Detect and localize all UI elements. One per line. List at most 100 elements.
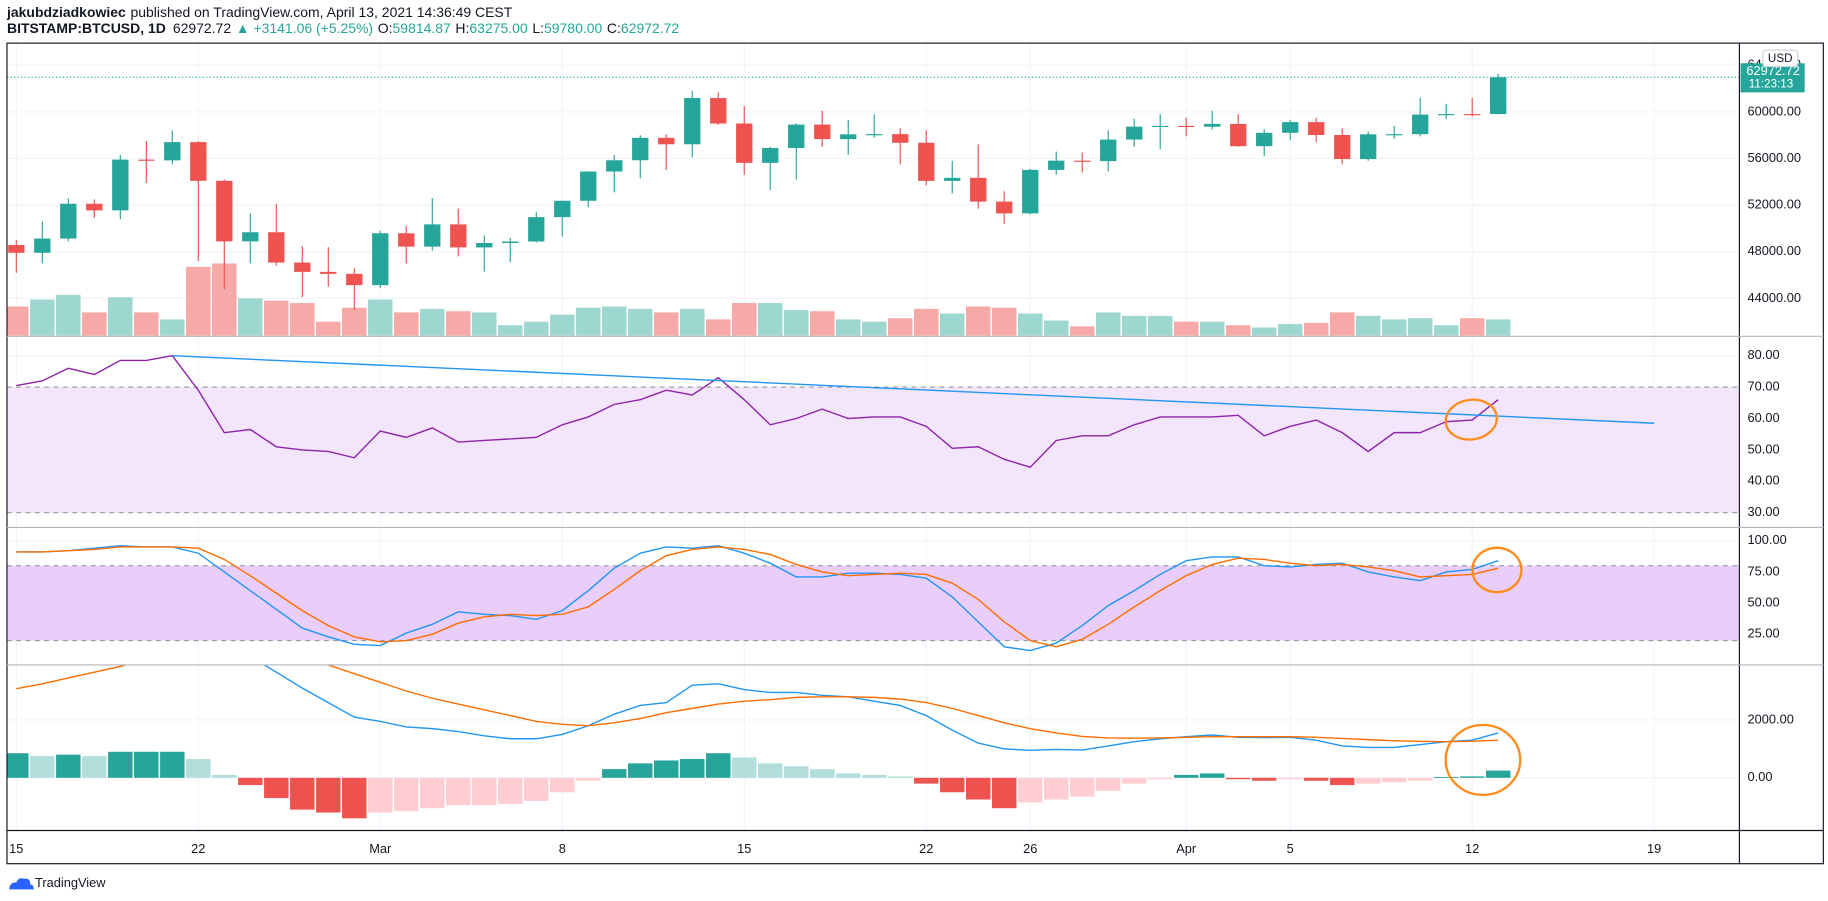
volume-bar xyxy=(1069,326,1095,336)
candle-body xyxy=(216,180,233,242)
macd-histogram-bar xyxy=(186,759,211,778)
volume-bar xyxy=(1147,315,1173,336)
x-tick-label: 19 xyxy=(1647,841,1661,856)
macd-histogram-bar xyxy=(524,777,549,801)
y-tick-label: 48000.00 xyxy=(1748,243,1801,258)
macd-histogram-bar xyxy=(212,774,237,778)
y-tick-label: 44000.00 xyxy=(1748,290,1801,305)
volume-bar xyxy=(498,325,523,336)
volume-bar xyxy=(862,321,887,336)
candle-body xyxy=(632,137,649,161)
candle-body xyxy=(424,224,441,247)
candle-body xyxy=(346,273,363,286)
macd-histogram-bar xyxy=(1095,777,1121,791)
macd-histogram-bar xyxy=(446,777,471,806)
macd-histogram-bar xyxy=(1173,774,1199,778)
volume-bar xyxy=(472,312,497,336)
volume-bar xyxy=(836,319,861,336)
x-tick-label: 12 xyxy=(1465,841,1479,856)
candle-body xyxy=(1386,134,1403,136)
candle-body xyxy=(502,241,519,244)
rsi-pane xyxy=(16,354,1655,468)
macd-histogram-bar xyxy=(888,776,913,778)
ohlc-label: L: xyxy=(532,20,544,36)
volume-bar xyxy=(732,303,757,336)
macd-histogram-bar xyxy=(706,753,731,778)
author: jakubdziadkowiec xyxy=(6,4,126,20)
volume-bar xyxy=(1329,312,1355,336)
macd-histogram-bar xyxy=(1407,777,1433,781)
volume-bar xyxy=(1017,313,1043,336)
candle-body xyxy=(1490,77,1507,115)
macd-histogram-bar xyxy=(1355,777,1381,784)
macd-histogram-bar xyxy=(264,777,289,799)
stoch-k-line xyxy=(16,545,1499,652)
volume-bar xyxy=(1277,324,1303,336)
candle-body xyxy=(450,224,467,248)
volume-bar xyxy=(939,313,965,336)
symbol: BITSTAMP:BTCUSD, 1D xyxy=(7,20,166,36)
last-price-badge xyxy=(1740,63,1805,93)
currency-label: USD xyxy=(1768,52,1793,65)
volume-bar xyxy=(1485,319,1511,336)
annotation-circle xyxy=(1471,546,1523,594)
macd-histogram-bar xyxy=(939,777,965,793)
volume-bar xyxy=(654,312,679,336)
candle-body xyxy=(164,142,181,161)
volume-bar xyxy=(1225,325,1251,336)
ohlc-value: 62972.72 xyxy=(621,20,679,36)
volume-bar xyxy=(420,308,445,336)
volume-bar xyxy=(6,306,29,336)
x-tick-label: 15 xyxy=(737,841,751,856)
macd-histogram-bar xyxy=(1381,777,1407,783)
y-tick-label: 80.00 xyxy=(1748,347,1780,362)
macd-histogram-bar xyxy=(1251,777,1277,781)
volume-bar xyxy=(1407,318,1433,336)
signal-line xyxy=(16,665,1499,743)
candle-body xyxy=(398,233,415,247)
countdown-label: 11:23:13 xyxy=(1749,77,1793,90)
x-tick-label: 5 xyxy=(1287,841,1294,856)
candle-body xyxy=(1464,114,1481,116)
macd-histogram-bar xyxy=(654,760,679,778)
macd-histogram-bar xyxy=(1043,777,1069,800)
stoch-d-line xyxy=(16,546,1499,648)
candle-body xyxy=(1022,169,1039,214)
volume-bar xyxy=(290,303,315,336)
volume-bar xyxy=(1251,327,1277,336)
volume-bar xyxy=(316,321,341,336)
macd-histogram-bar xyxy=(784,766,809,778)
volume-bar xyxy=(446,311,471,336)
volume-bar xyxy=(991,307,1017,336)
macd-histogram-bar xyxy=(1017,777,1043,803)
macd-histogram-bar xyxy=(1225,777,1251,780)
volume-bar xyxy=(550,314,575,336)
y-tick-label: 50.00 xyxy=(1748,441,1780,456)
candle-body xyxy=(554,200,571,218)
candle-body xyxy=(1100,139,1117,162)
volume-bar xyxy=(965,306,991,336)
volume-bar xyxy=(784,310,809,336)
macd-histogram-bar xyxy=(1147,777,1173,780)
macd-histogram-bar xyxy=(1199,773,1225,778)
y-tick-label: 100.00 xyxy=(1748,532,1787,547)
macd-histogram-bar xyxy=(1485,770,1511,778)
volume-bar xyxy=(888,318,913,336)
candle-body xyxy=(320,271,337,274)
y-tick-label: 2000.00 xyxy=(1748,711,1794,726)
macd-histogram-bar xyxy=(1303,777,1329,781)
macd-histogram-bar xyxy=(862,774,887,778)
volume-bar xyxy=(810,311,835,336)
macd-histogram-bar xyxy=(472,777,497,806)
volume-bar xyxy=(628,308,653,336)
x-tick-label: 15 xyxy=(9,841,23,856)
last: 62972.72 xyxy=(173,20,231,36)
volume-bar xyxy=(524,321,549,336)
macd-histogram-bar xyxy=(290,777,315,810)
volume-bar xyxy=(576,307,601,336)
x-tick-label: 22 xyxy=(191,841,205,856)
trendline xyxy=(172,354,1655,424)
candle-body xyxy=(1256,132,1273,147)
x-tick-label: 8 xyxy=(559,841,566,856)
candle-body xyxy=(996,201,1013,214)
